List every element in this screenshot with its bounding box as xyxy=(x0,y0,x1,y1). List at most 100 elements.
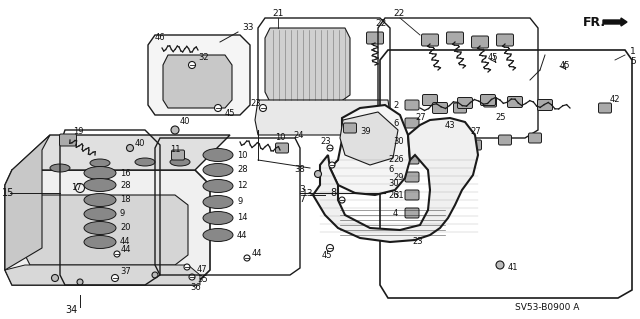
FancyBboxPatch shape xyxy=(405,172,419,182)
Ellipse shape xyxy=(84,207,116,220)
Text: 5: 5 xyxy=(630,57,636,66)
FancyBboxPatch shape xyxy=(529,133,541,143)
Text: 19: 19 xyxy=(73,127,83,136)
Text: 7: 7 xyxy=(300,196,305,204)
Text: 43: 43 xyxy=(445,121,456,130)
FancyBboxPatch shape xyxy=(405,208,419,218)
Ellipse shape xyxy=(203,196,233,209)
Polygon shape xyxy=(5,135,50,270)
Text: 17: 17 xyxy=(71,183,82,192)
Text: 23: 23 xyxy=(250,100,260,108)
Circle shape xyxy=(152,272,158,278)
Text: 15: 15 xyxy=(2,188,14,198)
FancyBboxPatch shape xyxy=(172,150,184,160)
Ellipse shape xyxy=(84,179,116,191)
Text: 6: 6 xyxy=(393,118,398,128)
Text: 47: 47 xyxy=(197,265,207,275)
Text: 33: 33 xyxy=(242,24,253,33)
Polygon shape xyxy=(25,195,188,265)
Text: 21: 21 xyxy=(272,10,284,19)
FancyBboxPatch shape xyxy=(367,32,383,44)
Text: 46: 46 xyxy=(155,33,166,42)
Ellipse shape xyxy=(90,159,110,167)
Text: 45: 45 xyxy=(322,250,333,259)
FancyBboxPatch shape xyxy=(499,135,511,145)
Circle shape xyxy=(327,145,333,151)
Circle shape xyxy=(171,126,179,134)
Text: FR.: FR. xyxy=(583,16,606,28)
Ellipse shape xyxy=(203,180,233,192)
Circle shape xyxy=(496,261,504,269)
Text: 10: 10 xyxy=(237,151,248,160)
FancyBboxPatch shape xyxy=(447,32,463,44)
Text: 39: 39 xyxy=(360,127,371,136)
Text: 42: 42 xyxy=(610,95,621,105)
Circle shape xyxy=(184,264,190,270)
Text: 16: 16 xyxy=(120,168,131,177)
FancyBboxPatch shape xyxy=(481,94,495,106)
FancyBboxPatch shape xyxy=(405,136,419,146)
Text: 13: 13 xyxy=(302,189,314,197)
FancyArrow shape xyxy=(603,18,627,26)
Text: 24: 24 xyxy=(293,130,303,139)
Text: 2: 2 xyxy=(388,155,393,165)
FancyBboxPatch shape xyxy=(405,190,419,200)
Text: 45: 45 xyxy=(560,61,570,70)
Text: 27: 27 xyxy=(470,128,481,137)
Ellipse shape xyxy=(135,158,155,166)
FancyBboxPatch shape xyxy=(483,97,497,107)
Ellipse shape xyxy=(50,164,70,172)
Ellipse shape xyxy=(203,228,233,241)
Ellipse shape xyxy=(84,167,116,180)
Circle shape xyxy=(51,275,58,281)
Text: 44: 44 xyxy=(120,238,131,247)
FancyBboxPatch shape xyxy=(422,34,438,46)
Ellipse shape xyxy=(84,194,116,206)
Text: 29: 29 xyxy=(393,173,403,182)
Text: 23: 23 xyxy=(320,137,331,146)
Text: 27: 27 xyxy=(415,114,426,122)
Text: 2: 2 xyxy=(393,100,398,109)
FancyBboxPatch shape xyxy=(497,34,513,46)
Text: 4: 4 xyxy=(393,209,398,218)
Text: 37: 37 xyxy=(120,266,131,276)
Circle shape xyxy=(189,62,195,69)
Text: 6: 6 xyxy=(388,166,394,174)
Text: 40: 40 xyxy=(180,117,191,127)
Text: SV53-B0900 A: SV53-B0900 A xyxy=(515,303,579,313)
Text: 31: 31 xyxy=(393,190,404,199)
Ellipse shape xyxy=(84,221,116,234)
Text: 40: 40 xyxy=(135,138,145,147)
FancyBboxPatch shape xyxy=(508,97,522,108)
Text: 3: 3 xyxy=(300,186,305,195)
Circle shape xyxy=(189,274,195,280)
FancyBboxPatch shape xyxy=(454,103,467,113)
Text: 11: 11 xyxy=(170,145,180,153)
Circle shape xyxy=(244,255,250,261)
Ellipse shape xyxy=(170,158,190,166)
FancyBboxPatch shape xyxy=(60,134,77,146)
Text: 9: 9 xyxy=(237,197,243,206)
Ellipse shape xyxy=(203,164,233,176)
Text: 12: 12 xyxy=(237,182,248,190)
Circle shape xyxy=(314,170,321,177)
Polygon shape xyxy=(340,112,398,165)
FancyBboxPatch shape xyxy=(433,102,447,114)
Polygon shape xyxy=(163,55,232,108)
Circle shape xyxy=(127,145,134,152)
Polygon shape xyxy=(255,100,390,135)
Text: 26: 26 xyxy=(393,154,404,164)
Ellipse shape xyxy=(203,149,233,161)
Polygon shape xyxy=(265,28,350,102)
Circle shape xyxy=(339,197,345,203)
Text: 14: 14 xyxy=(237,213,248,222)
Text: 35: 35 xyxy=(197,275,207,284)
Text: 44: 44 xyxy=(121,244,131,254)
Text: 34: 34 xyxy=(65,305,77,315)
Polygon shape xyxy=(12,135,230,170)
Text: 1: 1 xyxy=(630,48,636,56)
Text: 20: 20 xyxy=(120,224,131,233)
Circle shape xyxy=(351,135,358,142)
Polygon shape xyxy=(313,118,478,242)
Text: 28: 28 xyxy=(237,166,248,174)
